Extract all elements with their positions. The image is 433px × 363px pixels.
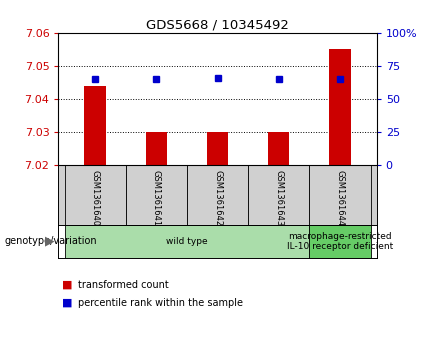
Bar xyxy=(145,132,167,165)
Text: transformed count: transformed count xyxy=(78,280,169,290)
Text: genotype/variation: genotype/variation xyxy=(4,236,97,246)
Text: ■: ■ xyxy=(62,298,72,308)
Text: GSM1361640: GSM1361640 xyxy=(90,170,100,226)
Text: percentile rank within the sample: percentile rank within the sample xyxy=(78,298,243,308)
Bar xyxy=(126,165,187,225)
Bar xyxy=(329,49,351,165)
Text: GSM1361643: GSM1361643 xyxy=(274,170,283,226)
Bar xyxy=(310,225,371,258)
Bar xyxy=(65,225,310,258)
Text: ▶: ▶ xyxy=(45,235,54,248)
Bar xyxy=(65,165,126,225)
Text: wild type: wild type xyxy=(166,237,208,246)
Text: GSM1361642: GSM1361642 xyxy=(213,170,222,226)
Bar xyxy=(84,86,106,165)
Bar xyxy=(207,132,228,165)
Text: GSM1361644: GSM1361644 xyxy=(336,170,345,226)
Title: GDS5668 / 10345492: GDS5668 / 10345492 xyxy=(146,19,289,32)
Text: GSM1361641: GSM1361641 xyxy=(152,170,161,226)
Text: macrophage-restricted
IL-10 receptor deficient: macrophage-restricted IL-10 receptor def… xyxy=(287,232,393,251)
Text: ■: ■ xyxy=(62,280,72,290)
Bar xyxy=(248,165,310,225)
Bar xyxy=(268,132,290,165)
Bar xyxy=(187,165,248,225)
Bar xyxy=(310,165,371,225)
